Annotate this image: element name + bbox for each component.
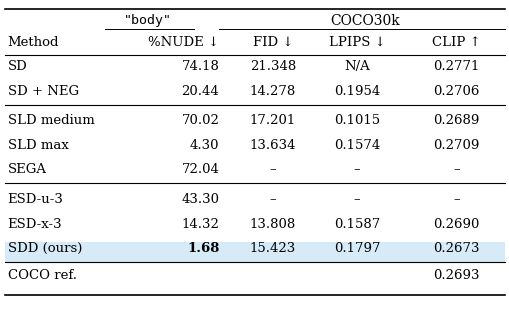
Text: 20.44: 20.44 — [181, 85, 219, 98]
Text: SDD (ours): SDD (ours) — [8, 242, 82, 255]
Text: 14.32: 14.32 — [181, 217, 219, 230]
Text: 74.18: 74.18 — [181, 60, 219, 73]
Text: 17.201: 17.201 — [249, 115, 295, 127]
Text: 14.278: 14.278 — [249, 85, 295, 98]
Text: Method: Method — [8, 36, 59, 49]
Text: 15.423: 15.423 — [249, 242, 295, 255]
Text: 72.04: 72.04 — [181, 163, 219, 176]
Text: –: – — [353, 163, 359, 176]
Text: –: – — [453, 163, 459, 176]
Text: SLD max: SLD max — [8, 139, 68, 152]
Text: 13.808: 13.808 — [249, 217, 295, 230]
Text: FID ↓: FID ↓ — [252, 36, 293, 49]
Text: 0.1574: 0.1574 — [333, 139, 379, 152]
Text: 0.1954: 0.1954 — [333, 85, 379, 98]
Text: CLIP ↑: CLIP ↑ — [431, 36, 480, 49]
Text: 0.2771: 0.2771 — [433, 60, 478, 73]
Text: 0.2706: 0.2706 — [433, 85, 478, 98]
Text: SEGA: SEGA — [8, 163, 46, 176]
Text: COCO ref.: COCO ref. — [8, 269, 76, 282]
Text: SD + NEG: SD + NEG — [8, 85, 78, 98]
Text: N/A: N/A — [344, 60, 369, 73]
Text: –: – — [353, 193, 359, 206]
Text: 21.348: 21.348 — [249, 60, 295, 73]
Text: COCO30k: COCO30k — [329, 14, 399, 28]
Text: –: – — [269, 163, 275, 176]
Text: SD: SD — [8, 60, 27, 73]
Text: –: – — [269, 193, 275, 206]
Text: 0.1015: 0.1015 — [333, 115, 379, 127]
Bar — [5, 242, 504, 263]
Text: 0.1587: 0.1587 — [333, 217, 379, 230]
Text: ESD-x-3: ESD-x-3 — [8, 217, 62, 230]
Text: ESD-u-3: ESD-u-3 — [8, 193, 64, 206]
Text: 0.2693: 0.2693 — [432, 269, 479, 282]
Text: SLD medium: SLD medium — [8, 115, 94, 127]
Text: 0.2690: 0.2690 — [433, 217, 478, 230]
Text: "body": "body" — [124, 14, 172, 27]
Text: 13.634: 13.634 — [249, 139, 296, 152]
Text: 0.2689: 0.2689 — [433, 115, 478, 127]
Text: 4.30: 4.30 — [189, 139, 219, 152]
Text: 0.2709: 0.2709 — [433, 139, 478, 152]
Text: 0.1797: 0.1797 — [333, 242, 380, 255]
Text: %NUDE ↓: %NUDE ↓ — [148, 36, 219, 49]
Text: –: – — [453, 193, 459, 206]
Text: 43.30: 43.30 — [181, 193, 219, 206]
Text: 0.2673: 0.2673 — [432, 242, 479, 255]
Text: 1.68: 1.68 — [187, 242, 219, 255]
Text: LPIPS ↓: LPIPS ↓ — [328, 36, 385, 49]
Text: 70.02: 70.02 — [181, 115, 219, 127]
